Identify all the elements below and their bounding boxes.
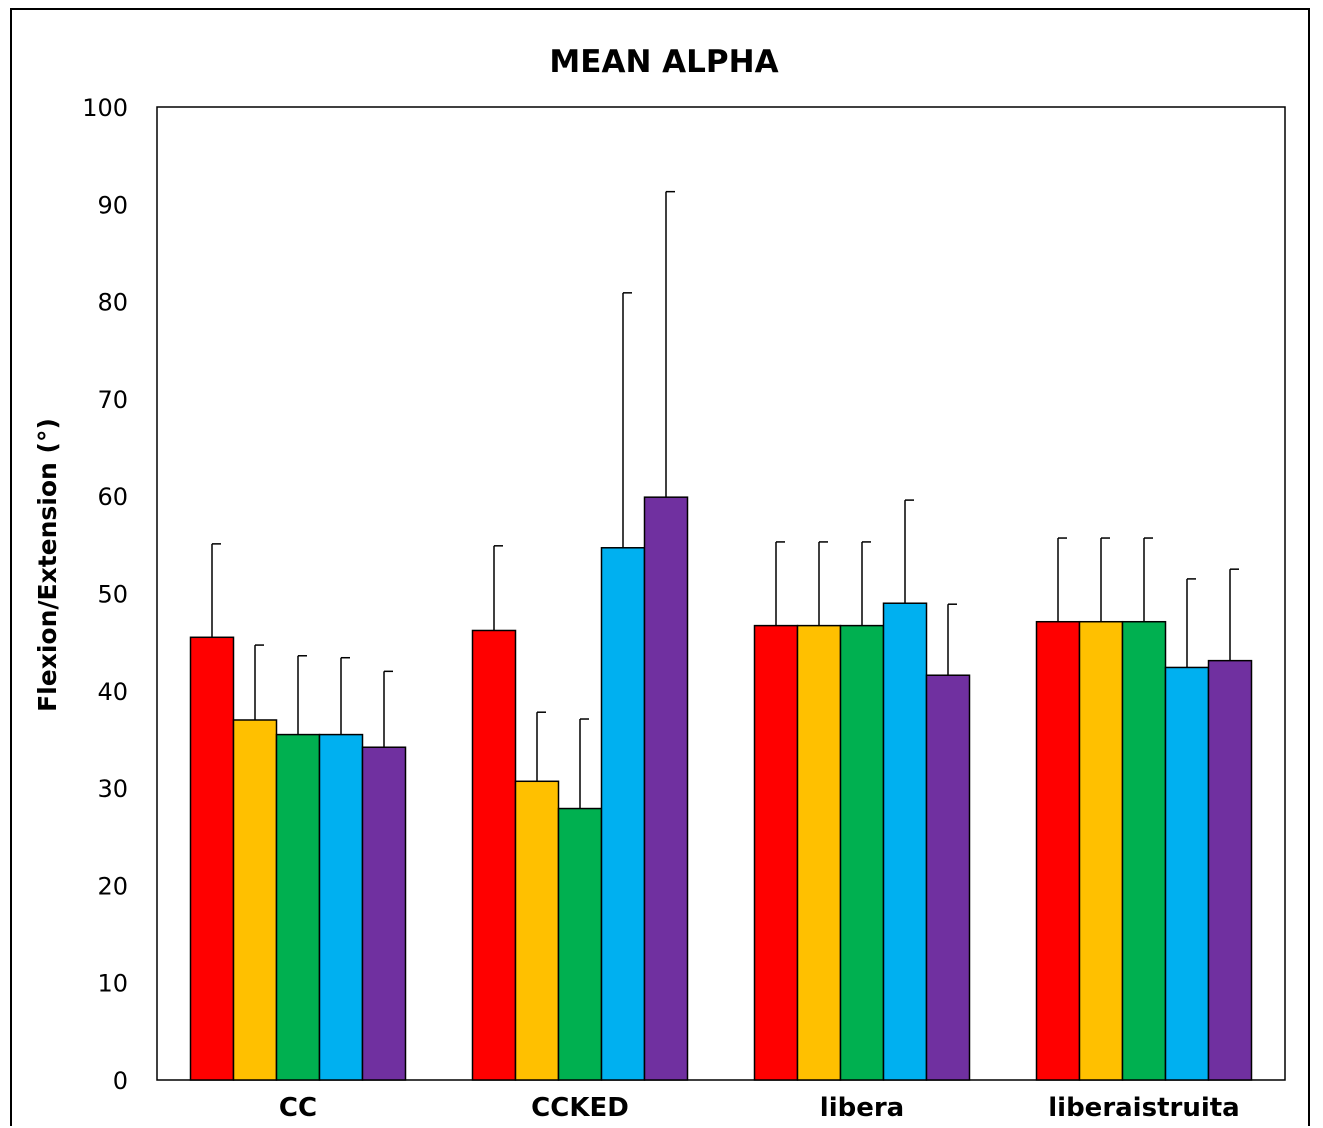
chart-title: MEAN ALPHA <box>549 44 778 80</box>
x-axis: CC CCKED libera liberaistruita <box>279 1093 1240 1123</box>
bar <box>232 719 278 1081</box>
y-tick-label: 90 <box>97 191 128 219</box>
y-tick-label: 30 <box>97 775 128 803</box>
error-bars-group <box>211 190 1239 809</box>
y-axis: 0 10 20 30 40 50 60 70 80 90 100 <box>82 94 128 1095</box>
bar <box>1035 620 1081 1081</box>
bar <box>839 624 885 1081</box>
bar <box>275 733 321 1081</box>
bar <box>925 674 971 1081</box>
bar <box>471 629 517 1081</box>
y-tick-label: 20 <box>97 872 128 900</box>
y-tick-label: 100 <box>82 94 128 122</box>
bar <box>557 807 603 1081</box>
y-tick-label: 0 <box>113 1067 128 1095</box>
bar <box>1164 666 1210 1081</box>
x-category-label: liberaistruita <box>1048 1093 1239 1123</box>
bar <box>189 636 235 1081</box>
bar <box>318 733 364 1081</box>
y-tick-label: 50 <box>97 581 128 609</box>
x-category-label: CCKED <box>531 1093 629 1123</box>
bar <box>882 602 928 1081</box>
y-tick-label: 70 <box>97 386 128 414</box>
x-category-label: CC <box>279 1093 317 1123</box>
bar <box>796 624 842 1081</box>
bar <box>1121 620 1167 1081</box>
bar <box>514 780 560 1081</box>
x-category-label: libera <box>820 1093 904 1123</box>
bar <box>361 746 407 1081</box>
y-axis-label: Flexion/Extension (°) <box>33 418 62 712</box>
bars-group <box>189 496 1253 1081</box>
y-tick-label: 10 <box>97 970 128 998</box>
y-tick-label: 40 <box>97 678 128 706</box>
bar <box>753 624 799 1081</box>
bar <box>600 547 646 1081</box>
y-tick-label: 60 <box>97 483 128 511</box>
bar <box>1078 620 1124 1081</box>
bar <box>1207 659 1253 1081</box>
bar <box>643 496 689 1081</box>
chart-frame <box>10 8 1310 1126</box>
y-tick-label: 80 <box>97 289 128 317</box>
